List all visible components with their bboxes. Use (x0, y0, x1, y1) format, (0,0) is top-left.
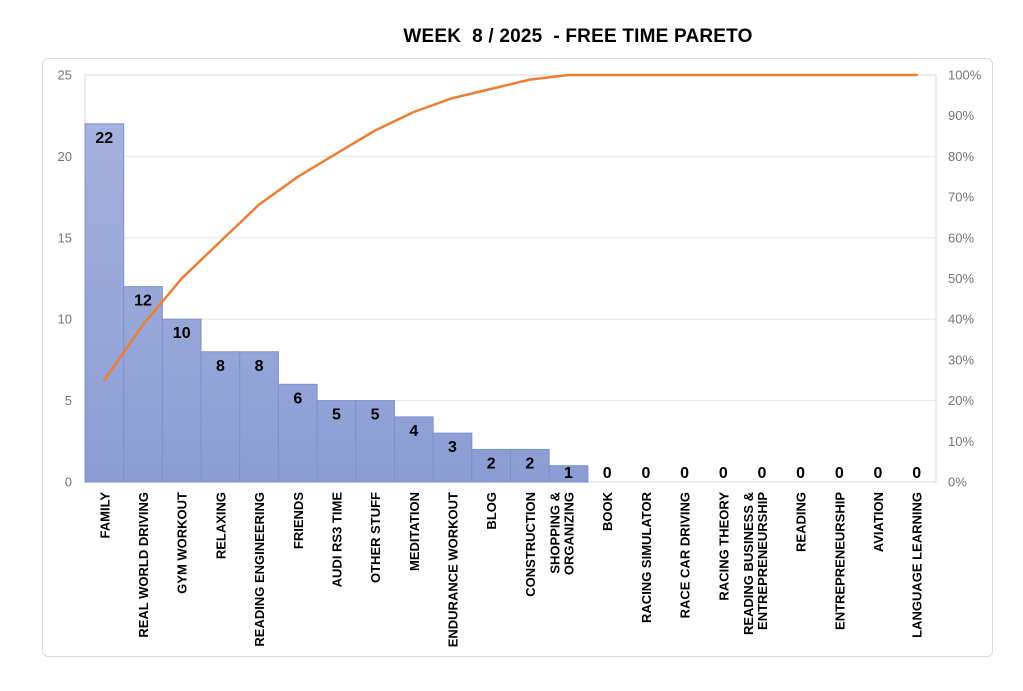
right-tick-label: 20% (948, 393, 974, 408)
category-label: BOOK (600, 491, 615, 531)
chart-title: WEEK 8 / 2025 - FREE TIME PARETO (403, 26, 753, 47)
bar-value-label: 0 (719, 465, 728, 482)
category-label: OTHER STUFF (368, 492, 383, 583)
bar-value-label: 3 (448, 439, 457, 456)
bar-value-label: 0 (603, 465, 612, 482)
bar-value-label: 0 (912, 465, 921, 482)
right-tick-label: 10% (948, 434, 974, 449)
bar-value-label: 4 (409, 423, 418, 440)
bar-value-label: 5 (332, 407, 341, 424)
category-label: READING (794, 492, 809, 552)
bar-value-label: 22 (95, 130, 113, 147)
left-tick-label: 15 (58, 230, 72, 245)
category-label: SHOPPING & (548, 492, 563, 574)
category-label: AVIATION (871, 492, 886, 552)
right-tick-label: 80% (948, 149, 974, 164)
category-label: RACE CAR DRIVING (678, 492, 693, 618)
y-axis-right-ticks: 0% 10% 20% 30% 40% 50% 60% 70% 80% 90% 100% (948, 68, 982, 490)
left-tick-label: 20 (58, 149, 72, 164)
category-label: MEDITATION (407, 492, 422, 571)
left-tick-label: 25 (58, 68, 72, 83)
bar-value-label: 2 (525, 455, 534, 472)
category-label: FAMILY (97, 492, 112, 539)
bar-value-label: 10 (173, 325, 191, 342)
bar (471, 448, 512, 483)
bar-value-label: 1 (564, 465, 573, 482)
right-tick-label: 90% (948, 108, 974, 123)
category-label: RACING THEORY (716, 492, 731, 601)
category-label: BLOG (484, 492, 499, 530)
right-tick-label: 100% (948, 68, 982, 83)
category-label: READING ENGINEERING (252, 492, 267, 647)
bar-value-label: 0 (757, 465, 766, 482)
bar-value-label: 5 (371, 407, 380, 424)
category-label: LANGUAGE LEARNING (910, 492, 925, 638)
bar-value-label: 0 (680, 465, 689, 482)
x-axis-category-labels: FAMILY REAL WORLD DRIVING GYM WORKOUT RELAX… (97, 491, 924, 647)
category-label: REAL WORLD DRIVING (136, 492, 151, 638)
bar-value-label: 0 (796, 465, 805, 482)
right-tick-label: 70% (948, 190, 974, 205)
category-label: READING BUSINESS & (741, 492, 756, 635)
bar (432, 432, 473, 483)
bar-value-label: 0 (874, 465, 883, 482)
right-tick-label: 60% (948, 230, 974, 245)
left-tick-label: 0 (65, 475, 72, 490)
left-tick-label: 10 (58, 312, 72, 327)
category-label: RELAXING (213, 492, 228, 559)
category-label: CONSTRUCTION (523, 492, 538, 597)
bar-value-label: 8 (255, 358, 264, 375)
bar (161, 318, 202, 483)
bar-value-label: 12 (134, 293, 152, 310)
left-tick-label: 5 (65, 393, 72, 408)
bar-value-label: 0 (835, 465, 844, 482)
bar-value-label: 0 (641, 465, 650, 482)
bars-series (84, 123, 589, 483)
category-label: FRIENDS (291, 492, 306, 549)
category-label: ORGANIZING (562, 492, 577, 575)
bar (84, 123, 125, 483)
cumulative-line (103, 73, 918, 382)
bar-value-label: 2 (487, 455, 496, 472)
category-label: AUDI RS3 TIME (329, 492, 344, 588)
bar-value-label: 6 (293, 390, 302, 407)
category-label: GYM WORKOUT (175, 492, 190, 594)
right-tick-label: 0% (948, 475, 967, 490)
bar-value-label: 8 (216, 358, 225, 375)
right-tick-label: 40% (948, 312, 974, 327)
category-label: RACING SIMULATOR (639, 491, 654, 623)
right-tick-label: 50% (948, 271, 974, 286)
right-tick-label: 30% (948, 352, 974, 367)
category-label: ENTREPRENEURSHIP (755, 492, 770, 630)
category-label: ENDURANCE WORKOUT (446, 492, 461, 647)
bar (355, 400, 395, 483)
y-axis-left-ticks: 0 5 10 15 20 25 (58, 68, 72, 490)
category-label: ENTREPRENEURSHIP (832, 492, 847, 630)
bar (123, 286, 163, 483)
bar (548, 465, 589, 483)
bar (277, 383, 318, 483)
